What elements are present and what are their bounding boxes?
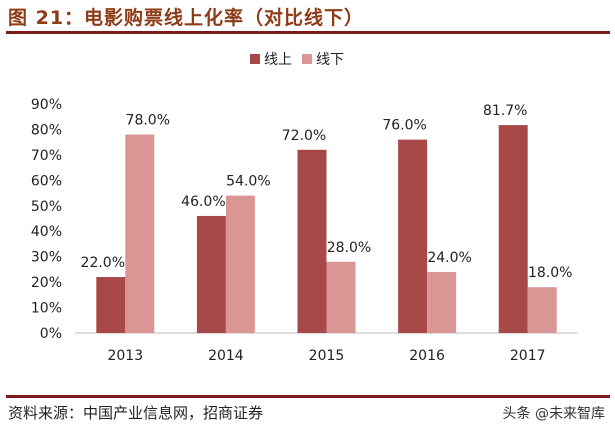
y-tick-label: 50% bbox=[31, 199, 62, 215]
y-tick-label: 40% bbox=[31, 224, 62, 240]
x-tick-label: 2013 bbox=[107, 348, 143, 364]
source-note: 资料来源：中国产业信息网，招商证券 bbox=[8, 404, 264, 422]
y-tick-label: 60% bbox=[31, 173, 62, 189]
source-divider bbox=[6, 395, 610, 398]
data-label: 81.7% bbox=[483, 103, 527, 119]
legend-label: 线下 bbox=[316, 52, 344, 68]
y-tick-label: 20% bbox=[31, 275, 62, 291]
y-tick-label: 30% bbox=[31, 250, 62, 266]
bar-online bbox=[398, 139, 428, 333]
y-tick-label: 80% bbox=[31, 122, 62, 138]
data-label: 46.0% bbox=[181, 194, 225, 210]
bar-offline bbox=[225, 195, 255, 333]
legend-swatch bbox=[302, 54, 312, 64]
bar-online bbox=[96, 277, 126, 333]
x-tick-label: 2016 bbox=[409, 348, 445, 364]
data-label: 54.0% bbox=[226, 174, 270, 190]
title-divider bbox=[6, 31, 610, 34]
x-tick-label: 2017 bbox=[510, 348, 546, 364]
data-label: 18.0% bbox=[528, 265, 572, 281]
y-tick-label: 0% bbox=[40, 326, 62, 342]
data-label: 24.0% bbox=[427, 250, 471, 266]
data-label: 78.0% bbox=[126, 113, 170, 129]
y-tick-label: 10% bbox=[31, 301, 62, 317]
bar-offline bbox=[527, 287, 557, 333]
data-label: 76.0% bbox=[382, 118, 426, 134]
bar-online bbox=[196, 215, 226, 333]
bar-offline bbox=[125, 134, 155, 333]
bar-online bbox=[498, 125, 528, 333]
bar-offline bbox=[326, 261, 356, 333]
figure-title: 图 21：电影购票线上化率（对比线下） bbox=[8, 7, 365, 29]
x-tick-label: 2014 bbox=[208, 348, 244, 364]
data-label: 28.0% bbox=[327, 240, 371, 256]
y-tick-label: 70% bbox=[31, 148, 62, 164]
legend-swatch bbox=[250, 54, 260, 64]
legend-label: 线上 bbox=[264, 52, 292, 68]
watermark: 头条 @未来智库 bbox=[502, 406, 605, 422]
data-label: 72.0% bbox=[282, 128, 326, 144]
bar-online bbox=[297, 149, 327, 333]
x-tick-label: 2015 bbox=[309, 348, 345, 364]
bar-offline bbox=[427, 271, 457, 333]
y-tick-label: 90% bbox=[31, 97, 62, 113]
data-label: 22.0% bbox=[81, 255, 125, 271]
